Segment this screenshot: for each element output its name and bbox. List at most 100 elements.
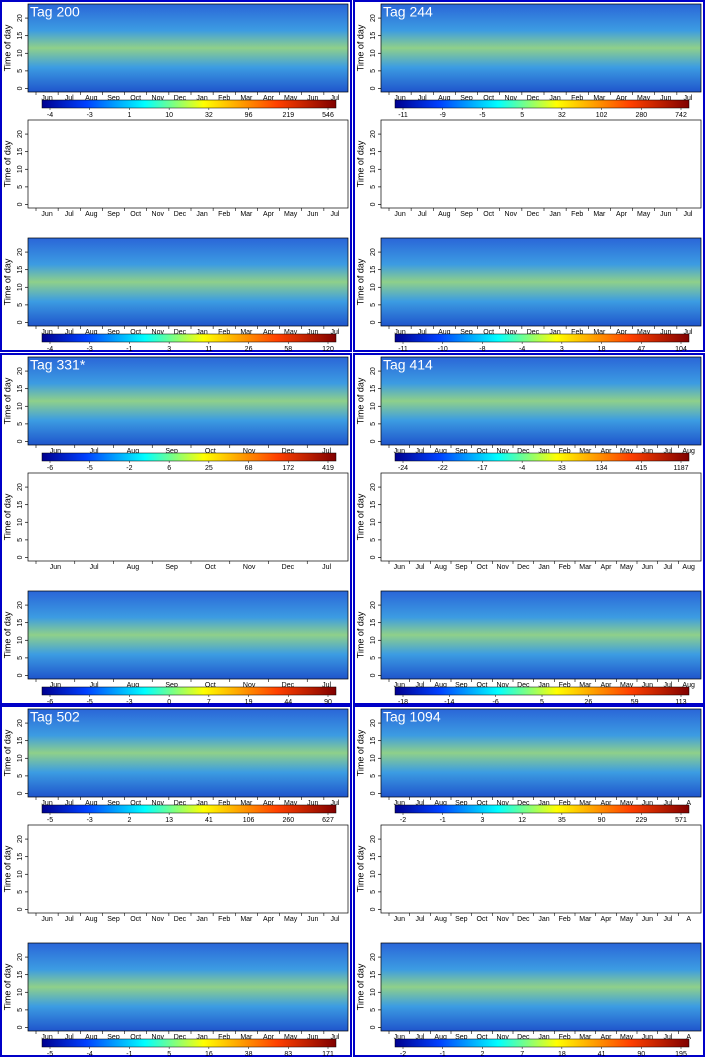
detection-plot (380, 824, 702, 914)
y-tick-label: 10 (370, 988, 377, 996)
x-tick-label: Oct (483, 95, 494, 102)
x-tick-label: Mar (240, 211, 253, 218)
x-tick-label: Jun (50, 682, 61, 689)
y-axis-label: Time of day (2, 729, 12, 776)
heatmap (380, 356, 702, 446)
x-tick-label: Jul (90, 448, 99, 455)
y-tick-label: 0 (17, 320, 24, 324)
colorbar-tick-label: -2 (126, 465, 132, 472)
y-tick-label: 10 (17, 283, 24, 291)
panel-title: Tag 1094 (383, 709, 441, 725)
x-tick-label: Oct (477, 564, 488, 571)
x-tick-label: Jul (683, 211, 692, 218)
colorbar-tick-label: 104 (675, 346, 687, 353)
x-tick-label: Mar (240, 800, 253, 807)
colorbar-tick-label: 280 (635, 112, 647, 119)
x-tick-label: Mar (579, 448, 592, 455)
x-tick-label: Aug (682, 682, 695, 689)
y-tick-label: 20 (17, 14, 24, 22)
x-tick-label: Jun (394, 1034, 405, 1041)
heatmap (27, 708, 349, 798)
x-tick-label: Jun (394, 800, 405, 807)
y-tick-label: 0 (17, 791, 24, 795)
x-tick-label: Jun (307, 329, 318, 336)
x-tick-label: Dec (527, 211, 540, 218)
colorbar-tick-label: 7 (207, 699, 211, 706)
x-tick-label: Nov (505, 329, 518, 336)
y-tick-label: 5 (17, 656, 24, 660)
colorbar-tick-label: -6 (493, 699, 499, 706)
panel-border (0, 0, 352, 352)
colorbar-tick-label: 47 (637, 346, 645, 353)
x-tick-label: Apr (263, 211, 275, 218)
x-tick-label: Aug (682, 564, 695, 571)
colorbar (41, 452, 337, 462)
x-tick-label: Dec (517, 916, 530, 923)
y-tick-label: 5 (17, 774, 24, 778)
colorbar-tick-label: 7 (520, 1051, 524, 1058)
x-tick-label: Sep (107, 329, 120, 336)
colorbar-tick-label: 18 (598, 346, 606, 353)
x-tick-label: Aug (85, 1034, 98, 1041)
colorbar (41, 1038, 337, 1048)
y-tick-label: 10 (17, 754, 24, 762)
heatmap (380, 237, 702, 327)
detection-plot (27, 472, 349, 562)
y-tick-label: 20 (17, 483, 24, 491)
x-tick-label: Oct (130, 211, 141, 218)
x-tick-label: Aug (434, 1034, 447, 1041)
x-tick-label: Jun (660, 211, 671, 218)
x-tick-label: Apr (263, 800, 275, 807)
colorbar-tick-label: 419 (322, 465, 334, 472)
colorbar-tick-label: 68 (245, 465, 253, 472)
x-tick-label: Jul (664, 564, 673, 571)
colorbar-tick-label: -6 (47, 699, 53, 706)
colorbar-tick-label: 6 (167, 465, 171, 472)
y-tick-label: 10 (17, 988, 24, 996)
y-tick-label: 15 (17, 266, 24, 274)
x-tick-label: May (620, 564, 634, 571)
x-tick-label: Nov (496, 800, 509, 807)
x-tick-label: May (284, 916, 298, 923)
heatmap (380, 942, 702, 1032)
x-tick-label: Dec (527, 329, 540, 336)
x-tick-label: Mar (579, 682, 592, 689)
y-tick-label: 20 (370, 248, 377, 256)
x-tick-label: Feb (218, 95, 230, 102)
x-tick-label: Feb (218, 1034, 230, 1041)
y-tick-label: 0 (370, 202, 377, 206)
heatmap (27, 237, 349, 327)
y-tick-label: 20 (370, 367, 377, 375)
y-tick-label: 15 (17, 853, 24, 861)
x-tick-label: Feb (559, 1034, 571, 1041)
x-tick-label: Aug (85, 211, 98, 218)
x-tick-label: Oct (205, 564, 216, 571)
y-tick-label: 0 (17, 86, 24, 90)
colorbar (394, 686, 690, 696)
x-tick-label: Jan (196, 211, 207, 218)
x-tick-label: Jul (416, 800, 425, 807)
x-tick-label: Apr (601, 916, 613, 923)
y-tick-label: 10 (370, 165, 377, 173)
colorbar-tick-label: -3 (87, 817, 93, 824)
y-tick-label: 20 (17, 953, 24, 961)
x-tick-label: Dec (517, 800, 530, 807)
y-tick-label: 5 (17, 422, 24, 426)
heatmap (27, 356, 349, 446)
x-tick-label: Feb (559, 800, 571, 807)
panel-title: Tag 414 (383, 357, 433, 373)
colorbar-tick-label: 18 (558, 1051, 566, 1058)
x-tick-label: May (284, 211, 298, 218)
x-tick-label: Apr (601, 682, 613, 689)
y-tick-label: 5 (370, 303, 377, 307)
x-tick-label: Apr (263, 329, 275, 336)
x-tick-label: Sep (165, 448, 178, 455)
x-tick-label: Aug (85, 329, 98, 336)
y-tick-label: 10 (370, 754, 377, 762)
x-tick-label: Aug (438, 211, 451, 218)
y-tick-label: 0 (17, 1025, 24, 1029)
x-tick-label: Jul (65, 800, 74, 807)
colorbar-tick-label: 96 (245, 112, 253, 119)
x-tick-label: Oct (130, 800, 141, 807)
